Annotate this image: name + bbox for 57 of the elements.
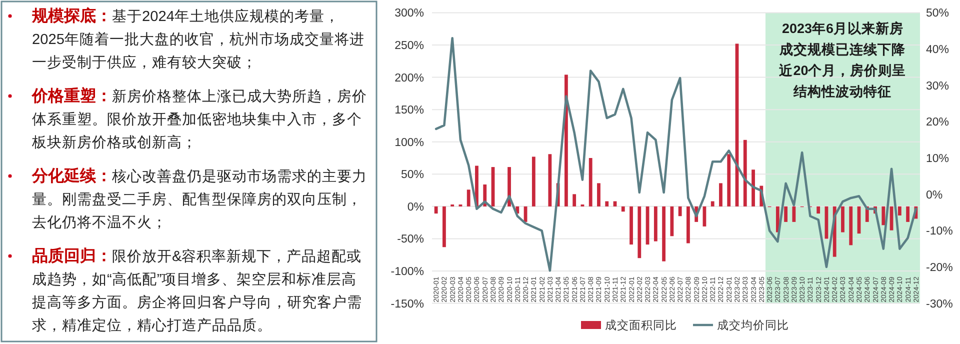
y-tick-label: -50%: [397, 234, 424, 246]
bar: [882, 206, 886, 226]
bar: [434, 206, 438, 214]
bar: [849, 206, 853, 246]
y2-tick-label: 40%: [926, 44, 950, 56]
bar: [597, 183, 600, 206]
y-tick-label: 150%: [394, 104, 424, 117]
bar: [898, 206, 902, 216]
text: 价格重塑：新房价格整体上涨已成大势所趋，房价体系重塑。限价放开叠加低密地块集中入市，多个板块新房价格或创新高；: [31, 86, 367, 151]
bar: [532, 156, 536, 206]
y-tick-label: 100%: [394, 136, 424, 149]
bar: [678, 206, 682, 216]
y2-tick-label: 30%: [926, 80, 950, 92]
bar: [638, 206, 642, 258]
bar: [686, 206, 690, 244]
bar: [662, 206, 666, 262]
y-tick-label: 200%: [394, 72, 424, 84]
y-tick-label: 50%: [400, 169, 424, 182]
bar: [588, 158, 592, 206]
line-series: [434, 36, 918, 272]
y-tick-label: 250%: [394, 40, 424, 52]
y2-tick-label: -10%: [926, 226, 953, 238]
y-tick-label: -150%: [390, 298, 424, 310]
bar: [605, 201, 609, 206]
bar: [621, 206, 625, 212]
y-tick-label: 0%: [407, 201, 424, 214]
legend-label: 成交面积同比: [605, 318, 677, 332]
y2-tick-label: 50%: [926, 8, 950, 20]
y2-tick-label: 10%: [926, 153, 950, 165]
bar: [841, 206, 844, 232]
bar: [572, 194, 576, 206]
y2-tick-label: -20%: [926, 262, 953, 274]
bar: [466, 190, 470, 206]
band-label: 2023年6月以来新房成交规模已连续下降近20个月，房价则呈结构性波动特征: [778, 20, 907, 99]
bar: [792, 206, 796, 222]
y2-tick-label: 20%: [926, 116, 950, 129]
bar: [906, 206, 910, 222]
y-tick-label: 300%: [394, 8, 424, 20]
text: 分化延续：核心改善盘仍是驱动市场需求的主要力量。刚需盘受二手房、配售型保障房的双向压制，去化仍将不温不火；: [31, 167, 367, 231]
bar: [710, 201, 714, 206]
text: 品质回归：限价放开&容积率新规下，产品超配或成趋势，如“高低配”项目增多、架空层和标准层高提高等多方面。房企将回归客户导向，研究客户需求，精准定位，精心打造产品品质。: [32, 247, 362, 334]
bar: [442, 206, 446, 248]
bar: [548, 154, 552, 206]
y2-tick-label: 0%: [926, 189, 943, 202]
bar: [670, 206, 674, 236]
legend-label: 成交均价同比: [717, 318, 789, 332]
bar: [816, 206, 820, 214]
bar: [784, 206, 788, 222]
bar: [719, 183, 722, 206]
y2-tick-label: -30%: [926, 298, 953, 310]
bar: [727, 154, 731, 206]
bar: [654, 206, 658, 242]
y-tick-label: -100%: [390, 266, 424, 278]
bar: [752, 170, 755, 206]
text: 规模探底：基于2024年土地供应规模的考量，2025年随着一批大盘的收官，杭州市场成交量将进一步受制于供应，难有较大突破；: [31, 7, 364, 71]
bar: [630, 206, 633, 245]
bar: [743, 140, 747, 206]
